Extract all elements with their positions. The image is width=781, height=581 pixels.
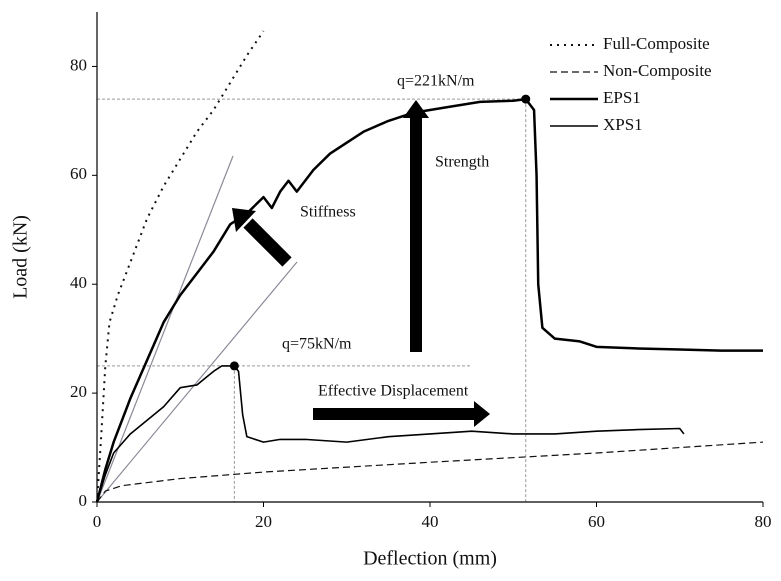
y-tick-label: 40 bbox=[70, 273, 87, 292]
annotation: q=221kN/m bbox=[397, 73, 475, 90]
stiffness-arrow bbox=[243, 218, 292, 267]
x-tick-label: 20 bbox=[255, 512, 272, 531]
x-tick-label: 60 bbox=[588, 512, 605, 531]
annotation: Strength bbox=[435, 154, 489, 171]
annotation: q=75kN/m bbox=[282, 336, 352, 353]
y-tick-label: 20 bbox=[70, 382, 87, 401]
series-line bbox=[95, 97, 763, 503]
stiffness-arrow-head bbox=[232, 208, 256, 232]
x-tick-label: 40 bbox=[422, 512, 439, 531]
x-tick-label: 0 bbox=[93, 512, 102, 531]
y-tick-label: 80 bbox=[70, 55, 87, 74]
peak-marker bbox=[229, 361, 239, 371]
tangent-line bbox=[96, 261, 298, 503]
legend-label: EPS1 bbox=[603, 88, 641, 107]
y-axis-title: Load (kN) bbox=[10, 215, 32, 299]
tangent-line bbox=[96, 155, 234, 503]
legend-label: Full-Composite bbox=[603, 34, 710, 53]
strength-arrow bbox=[410, 117, 422, 352]
series-line bbox=[96, 365, 685, 503]
legend-label: XPS1 bbox=[603, 115, 643, 134]
y-tick-label: 0 bbox=[79, 491, 88, 510]
legend-label: Non-Composite bbox=[603, 61, 712, 80]
displacement-arrow bbox=[313, 408, 476, 420]
displacement-arrow-head bbox=[474, 401, 490, 427]
x-tick-label: 80 bbox=[755, 512, 772, 531]
annotation: Stiffness bbox=[300, 204, 356, 221]
x-axis-title: Deflection (mm) bbox=[363, 548, 497, 570]
series-line bbox=[96, 441, 764, 503]
peak-marker bbox=[521, 94, 531, 104]
series-line bbox=[96, 30, 265, 503]
y-tick-label: 60 bbox=[70, 164, 87, 183]
annotation: Effective Displacement bbox=[318, 383, 469, 400]
